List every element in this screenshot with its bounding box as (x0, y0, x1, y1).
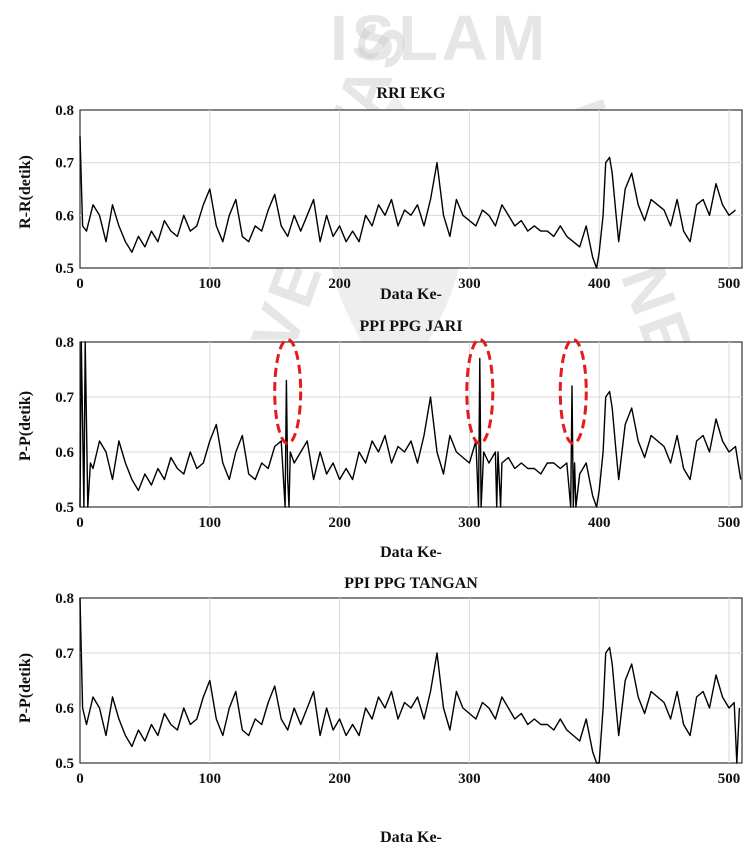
plot-frame (79, 597, 743, 764)
y-tick-label: 0.7 (55, 390, 74, 406)
y-tick-label: 0.8 (55, 103, 74, 119)
y-axis-label: P-P(detik) (17, 391, 34, 461)
x-tick-label: 400 (588, 276, 611, 292)
plot-frame (79, 109, 743, 269)
plot-area: 0 100 200 300 400 500 0.5 0.6 0.7 0.8 (55, 335, 743, 531)
plot-area: 0 100 200 300 400 500 0.5 0.6 0.7 0.8 (55, 591, 743, 787)
y-tick-label: 0.5 (55, 756, 74, 772)
x-tick-label: 200 (328, 276, 351, 292)
y-tick-label: 0.5 (55, 500, 74, 516)
x-tick-label: 400 (588, 771, 611, 787)
x-tick-label: 500 (718, 515, 741, 531)
plot-area: 0 100 200 300 400 500 0.5 0.6 0.7 0.8 (55, 103, 743, 292)
chart-title: PPI PPG JARI (359, 318, 462, 335)
x-tick-label: 0 (76, 276, 84, 292)
y-axis-label: P-P(detik) (17, 653, 34, 723)
x-tick-label: 100 (199, 771, 222, 787)
y-tick-label: 0.7 (55, 156, 74, 172)
y-tick-label: 0.6 (55, 701, 74, 717)
y-tick-label: 0.6 (55, 445, 74, 461)
y-tick-label: 0.5 (55, 261, 74, 277)
series-line (79, 597, 741, 764)
x-tick-label: 300 (458, 515, 481, 531)
plot-frame (79, 341, 743, 508)
y-tick-label: 0.6 (55, 208, 74, 224)
x-tick-label: 0 (76, 515, 84, 531)
x-tick-label: 400 (588, 515, 611, 531)
series-line (79, 341, 742, 508)
highlight-ellipse (273, 338, 303, 445)
highlight-ellipse (465, 338, 495, 445)
x-tick-label: 100 (199, 515, 222, 531)
chart-panel-ppi-ppg-jari: PPI PPG JARI P-P(detik) Data Ke- 0 100 200… (17, 318, 743, 561)
x-tick-label: 200 (328, 771, 351, 787)
highlight-ellipse (558, 338, 588, 445)
x-tick-label: 0 (76, 771, 84, 787)
x-axis-label: Data Ke- (380, 829, 442, 846)
x-axis-label: Data Ke- (380, 286, 442, 303)
chart-title: PPI PPG TANGAN (344, 575, 478, 592)
y-tick-label: 0.8 (55, 591, 74, 607)
x-tick-label: 100 (199, 276, 222, 292)
x-tick-label: 300 (458, 276, 481, 292)
chart-panel-rri-ekg: RRI EKG R-R(detik) Data Ke- 0 100 200 300 40… (17, 85, 743, 303)
watermark-text-top: ISLAM (330, 2, 549, 74)
x-tick-label: 500 (718, 771, 741, 787)
x-tick-label: 300 (458, 771, 481, 787)
y-tick-label: 0.8 (55, 335, 74, 351)
series-line (79, 136, 736, 269)
x-tick-label: 200 (328, 515, 351, 531)
x-axis-label: Data Ke- (380, 544, 442, 561)
y-axis-label: R-R(detik) (17, 155, 34, 229)
chart-title: RRI EKG (377, 85, 446, 102)
chart-panel-ppi-ppg-tangan: PPI PPG TANGAN P-P(detik) Data Ke- 0 100 2… (17, 575, 743, 846)
y-tick-label: 0.7 (55, 646, 74, 662)
x-tick-label: 500 (718, 276, 741, 292)
